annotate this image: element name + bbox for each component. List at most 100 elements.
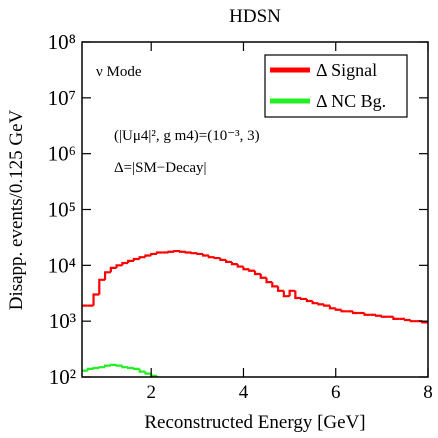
histogram-bin (294, 290, 302, 300)
chart-title: HDSN (229, 6, 281, 27)
histogram-bin (288, 289, 296, 297)
histogram-bin (261, 402, 267, 403)
histogram-bin (138, 368, 146, 373)
histogram-bin (190, 252, 198, 255)
histogram-bin (259, 273, 267, 279)
histogram-bin (351, 311, 359, 315)
y-tick-label: 10⁴ (48, 253, 76, 277)
annotation: ν Mode (96, 64, 142, 80)
y-tick-label: 10⁵ (48, 198, 76, 222)
histogram-bin (150, 252, 157, 256)
histogram-bin (267, 403, 273, 404)
histogram-bin (255, 400, 261, 401)
histogram-bin (272, 405, 278, 407)
histogram-bin (323, 304, 330, 307)
histogram-bin (98, 278, 106, 295)
histogram-bin (230, 261, 238, 266)
histogram-bin (375, 314, 382, 317)
histogram-bin (92, 366, 100, 370)
histogram-bin (173, 249, 181, 253)
histogram-bin (220, 393, 226, 394)
histogram-bin (409, 319, 417, 323)
histogram-bin (163, 378, 169, 381)
histogram-bin (169, 381, 175, 382)
histogram-bin (115, 364, 123, 367)
histogram-bin (236, 264, 244, 268)
histogram-bin (186, 386, 192, 388)
legend-label: Δ Signal (316, 60, 377, 80)
legend-label: Δ NC Bg. (316, 91, 386, 111)
histogram-bin (202, 253, 209, 257)
annotation: Δ=|SM−Decay| (114, 160, 207, 176)
histogram-bin (305, 298, 313, 303)
histogram-bin (209, 390, 215, 391)
histogram-bin (144, 254, 152, 258)
histogram-bin (340, 309, 348, 313)
histogram-bin (203, 389, 209, 390)
plot-marks (82, 249, 428, 433)
histogram-bin (300, 297, 307, 301)
histogram-bin (180, 384, 186, 386)
histogram-bin (232, 395, 238, 397)
histogram-bin (86, 367, 94, 371)
y-tick-label: 10² (49, 365, 76, 389)
histogram-bin (115, 264, 123, 268)
y-tick-label: 10⁸ (48, 30, 76, 54)
histogram-bin (253, 270, 261, 276)
histogram-bin (167, 250, 175, 253)
histogram-bin (103, 271, 111, 280)
x-tick-label: 6 (331, 382, 341, 403)
histogram-bin (411, 431, 417, 433)
histogram-bin (271, 282, 279, 288)
histogram-bin (376, 425, 382, 427)
histogram-bin (282, 290, 290, 298)
histogram-bin (242, 266, 250, 271)
histogram-bin (127, 259, 134, 264)
histogram-bin (328, 305, 336, 310)
histogram-bin (215, 391, 221, 392)
histogram-bin (363, 313, 371, 316)
histogram-bin (334, 308, 342, 311)
histogram-bin (284, 408, 290, 410)
histogram-bin (121, 365, 129, 369)
x-tick-label: 2 (146, 382, 156, 403)
histogram-bin (380, 315, 388, 318)
histogram-bin (388, 426, 394, 428)
histogram-bin (207, 255, 215, 259)
histogram-bin (225, 259, 232, 264)
histogram-bin (92, 293, 100, 306)
histogram-bin (132, 367, 140, 370)
histogram-bin (127, 366, 134, 370)
histogram-bin (150, 373, 157, 377)
histogram-bin (278, 406, 284, 408)
histogram-bin (138, 256, 146, 259)
histogram-bin (249, 399, 255, 400)
legend-box (264, 54, 408, 118)
histogram-bin (109, 363, 117, 366)
y-tick-label: 10⁶ (48, 142, 76, 166)
histogram-bin (174, 382, 180, 384)
y-tick-label: 10³ (49, 309, 76, 333)
histogram-bin (98, 366, 106, 369)
histogram-bin (311, 300, 319, 305)
x-tick-label: 8 (423, 382, 433, 403)
histogram-bin (132, 257, 140, 261)
histogram-bin (192, 387, 198, 388)
histogram-bin (184, 251, 192, 254)
y-tick-label: 10⁷ (48, 86, 76, 110)
x-tick-label: 4 (239, 382, 249, 403)
histogram-bin (265, 277, 273, 284)
histogram-bin (103, 364, 111, 368)
y-axis-label: Disapp. events/0.125 GeV (6, 109, 27, 310)
x-axis-label: Reconstructed Energy [GeV] (144, 412, 365, 433)
histogram-bin (403, 318, 411, 322)
histogram-bin (144, 371, 152, 375)
histogram-bin (219, 258, 227, 262)
histogram-bin (399, 428, 405, 430)
histogram-bin (197, 389, 203, 390)
histogram-bin (392, 316, 400, 320)
histogram-bin (213, 256, 221, 260)
histogram-bin (226, 394, 232, 395)
histogram-bin (121, 261, 129, 266)
